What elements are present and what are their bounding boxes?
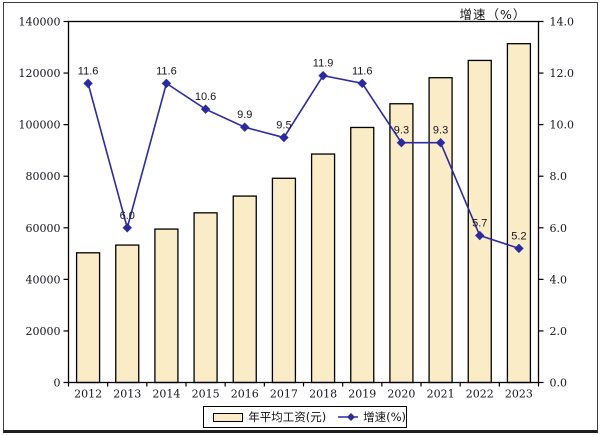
y-left-tick-label: 120000 (19, 67, 61, 80)
y-right-tick-label: 14.0 (550, 16, 575, 29)
y-left-tick-label: 140000 (19, 16, 61, 29)
y-left-tick-label: 60000 (26, 222, 61, 235)
x-tick-label-2022: 2022 (466, 388, 494, 401)
growth-marker-2022 (475, 230, 485, 241)
growth-label-2021: 9.3 (433, 125, 448, 137)
y-left-tick-label: 0 (54, 377, 61, 390)
y-left-tick-label: 20000 (26, 325, 61, 338)
bar-2017 (271, 177, 297, 384)
y-left-tick-label: 80000 (26, 170, 61, 183)
x-tick-label-2014: 2014 (152, 388, 180, 401)
bar-2018 (310, 153, 336, 384)
bar-2019 (350, 126, 375, 384)
x-tick-label-2013: 2013 (113, 388, 141, 401)
x-tick-label-2023: 2023 (505, 388, 533, 401)
bar-2016 (232, 195, 257, 384)
y-right-tick-label: 10.0 (550, 119, 575, 132)
growth-label-2023: 5.2 (511, 230, 526, 242)
growth-label-2012: 11.6 (78, 65, 99, 77)
growth-marker-2014 (161, 78, 172, 89)
y-right-tick-label: 4.0 (550, 273, 568, 286)
growth-marker-2016 (240, 122, 250, 132)
right-axis-title: 增速（%） (459, 7, 527, 22)
y-right-tick-label: 2.0 (550, 325, 568, 338)
growth-marker-2023 (514, 243, 524, 254)
x-tick-label-2012: 2012 (74, 388, 102, 401)
growth-label-2020: 9.3 (394, 125, 409, 137)
growth-label-2015: 10.6 (195, 91, 216, 103)
x-tick-label-2019: 2019 (348, 388, 376, 401)
y-left-tick-label: 40000 (26, 273, 61, 286)
legend-line-label: 增速(%) (363, 410, 406, 424)
growth-marker-2012 (83, 78, 93, 89)
bar-2014 (154, 228, 179, 384)
growth-label-2016: 9.9 (237, 109, 252, 121)
y-right-tick-label: 8.0 (550, 170, 568, 183)
growth-label-2013: 6.0 (120, 210, 135, 222)
legend-bar-label: 年平均工资(元) (248, 410, 327, 424)
bar-2023 (506, 43, 532, 384)
bar-2015 (193, 212, 218, 384)
y-right-tick-label: 6.0 (550, 222, 568, 235)
line-legend-sample-icon (338, 413, 359, 421)
y-right-tick-label: 12.0 (550, 67, 575, 80)
bar-legend-swatch-icon (213, 412, 244, 422)
bar-2021 (428, 77, 453, 384)
x-tick-label-2016: 2016 (231, 388, 259, 401)
growth-marker-2018 (318, 70, 328, 81)
y-left-tick-label: 100000 (19, 119, 61, 132)
growth-label-2017: 9.5 (276, 120, 291, 132)
growth-marker-2020 (396, 137, 407, 148)
growth-label-2014: 11.6 (156, 65, 177, 77)
growth-marker-2019 (357, 78, 367, 89)
growth-label-2022: 5.7 (472, 218, 487, 230)
y-right-tick-label: 0.0 (550, 377, 568, 390)
bar-2012 (75, 252, 101, 384)
x-tick-label-2017: 2017 (270, 388, 298, 401)
legend: 年平均工资(元) 增速(%) (203, 406, 407, 428)
x-tick-label-2018: 2018 (309, 388, 337, 401)
growth-marker-2013 (122, 223, 132, 233)
growth-marker-2015 (200, 104, 211, 114)
growth-marker-2021 (435, 137, 446, 148)
growth-label-2019: 11.6 (352, 65, 373, 77)
x-tick-label-2015: 2015 (192, 388, 220, 401)
growth-marker-2017 (279, 132, 289, 143)
growth-label-2018: 11.9 (313, 58, 334, 70)
growth-line (87, 74, 520, 250)
x-tick-label-2020: 2020 (387, 388, 415, 401)
x-tick-label-2021: 2021 (427, 388, 455, 401)
bar-2013 (115, 244, 140, 384)
